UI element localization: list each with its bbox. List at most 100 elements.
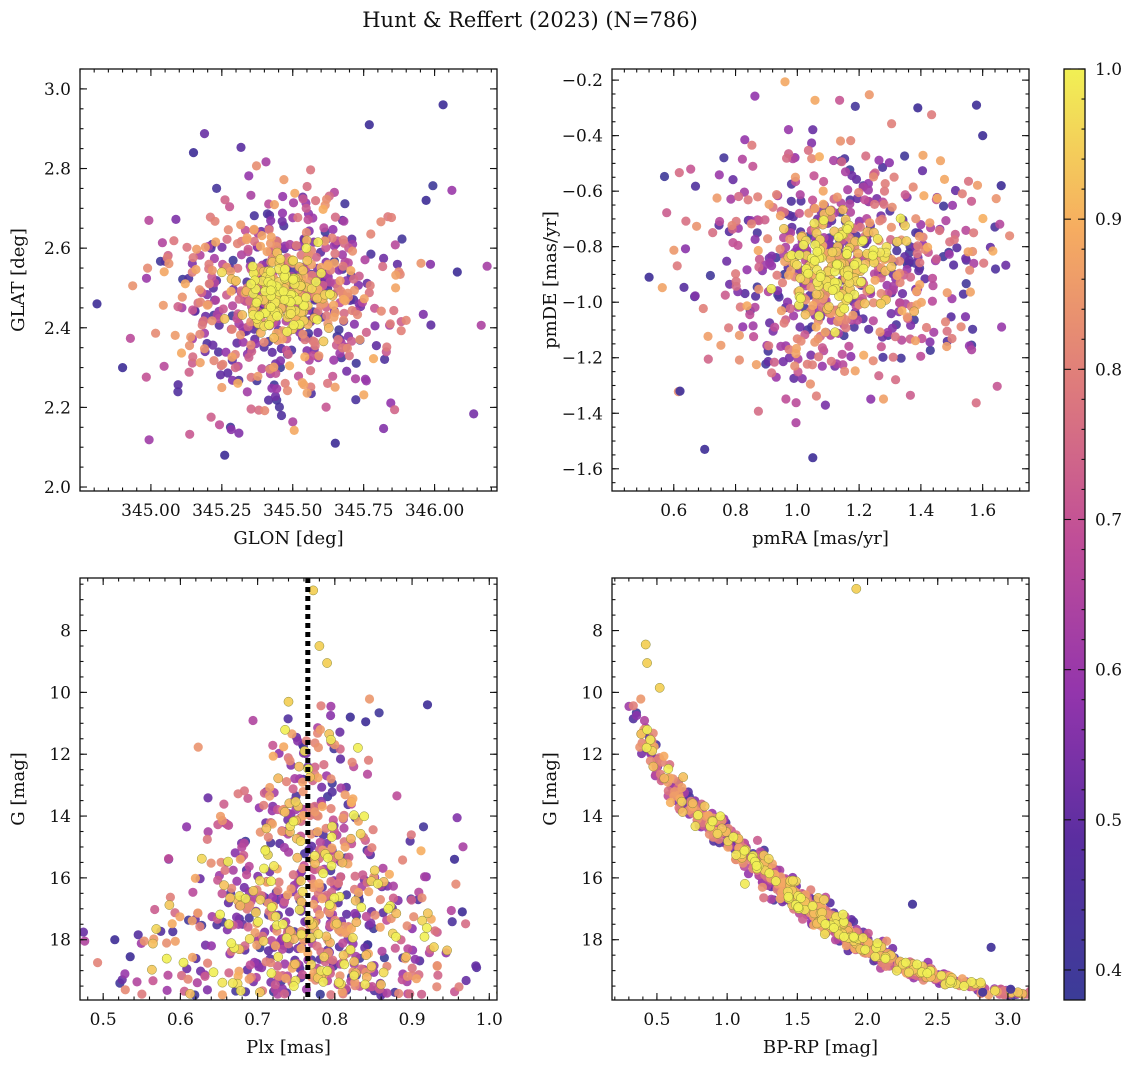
data-point	[842, 249, 852, 259]
data-point	[313, 742, 323, 753]
data-point	[754, 284, 764, 294]
y-tick-label: −1.0	[562, 293, 603, 313]
data-point	[185, 988, 195, 999]
data-point	[1030, 338, 1039, 347]
data-point	[132, 977, 142, 987]
data-point	[776, 341, 786, 351]
data-point	[391, 931, 401, 942]
data-point	[246, 190, 256, 200]
data-point	[260, 406, 270, 416]
data-point	[783, 891, 794, 902]
data-point	[895, 256, 905, 266]
data-point	[215, 909, 225, 920]
data-point	[277, 826, 287, 837]
data-point	[242, 387, 252, 397]
data-point	[251, 907, 261, 918]
data-point	[297, 970, 307, 980]
data-point	[214, 320, 224, 330]
data-point	[346, 797, 357, 808]
data-point	[811, 322, 821, 332]
data-point	[889, 172, 899, 182]
data-point	[220, 195, 230, 205]
data-point	[864, 324, 874, 334]
data-point	[674, 168, 684, 178]
data-point	[767, 368, 777, 378]
data-point	[279, 742, 289, 752]
data-point	[329, 300, 339, 310]
x-tick-label: 0.8	[722, 501, 749, 521]
data-point	[360, 255, 370, 265]
data-point	[892, 236, 903, 247]
data-point	[979, 258, 989, 268]
data-point	[690, 291, 700, 301]
data-point	[837, 349, 847, 359]
data-point	[919, 191, 929, 201]
data-point	[693, 810, 703, 821]
data-point	[791, 418, 801, 428]
data-point	[367, 843, 377, 853]
data-point	[433, 970, 443, 980]
data-point	[80, 936, 90, 946]
data-point	[212, 183, 222, 193]
data-point	[323, 853, 333, 863]
y-tick-label: 18	[581, 931, 603, 951]
data-point	[740, 288, 750, 299]
data-point	[760, 215, 770, 225]
data-point	[763, 853, 774, 864]
data-point	[841, 941, 852, 951]
data-point	[244, 171, 254, 181]
data-point	[173, 387, 183, 397]
data-point	[1001, 260, 1011, 270]
data-point	[208, 340, 218, 350]
data-point	[69, 978, 78, 987]
data-point	[780, 77, 790, 87]
data-point	[151, 924, 162, 934]
data-point	[313, 929, 324, 939]
data-point	[782, 153, 792, 163]
data-point	[297, 378, 307, 388]
data-point	[692, 221, 702, 231]
data-point	[1005, 231, 1015, 241]
data-point	[315, 909, 325, 920]
data-point	[351, 395, 361, 405]
x-tick-label: 1.6	[969, 501, 996, 521]
data-point	[326, 710, 336, 721]
axes-frame	[611, 68, 1030, 492]
data-point	[169, 236, 179, 246]
data-point	[350, 908, 360, 919]
data-point	[281, 973, 291, 984]
data-point	[282, 386, 293, 396]
data-point	[907, 899, 918, 909]
data-point	[887, 119, 897, 129]
data-point	[137, 989, 147, 999]
data-point	[336, 783, 346, 793]
data-point	[770, 322, 780, 332]
data-point	[727, 220, 737, 231]
data-point	[187, 952, 198, 963]
data-point	[896, 353, 906, 363]
data-point	[249, 224, 259, 234]
data-point	[233, 263, 243, 273]
data-point	[203, 827, 213, 837]
data-point	[897, 289, 908, 299]
data-point	[886, 222, 897, 232]
data-point	[918, 150, 928, 160]
y-tick-label: −1.2	[562, 349, 603, 369]
data-point	[416, 258, 426, 268]
data-point	[315, 989, 325, 1000]
data-point	[263, 832, 273, 842]
data-point	[253, 371, 263, 381]
colorbar-tick-label: 0.4	[1095, 961, 1122, 981]
data-point	[334, 325, 344, 335]
data-point	[186, 332, 196, 342]
data-point	[876, 342, 886, 352]
data-point	[438, 100, 448, 110]
data-point	[288, 816, 299, 827]
data-point	[318, 336, 329, 347]
data-point	[148, 938, 158, 949]
data-point	[150, 904, 160, 915]
data-point	[361, 950, 371, 961]
data-point	[317, 894, 327, 904]
x-tick-label: 1.0	[784, 501, 811, 521]
data-point	[401, 315, 411, 325]
